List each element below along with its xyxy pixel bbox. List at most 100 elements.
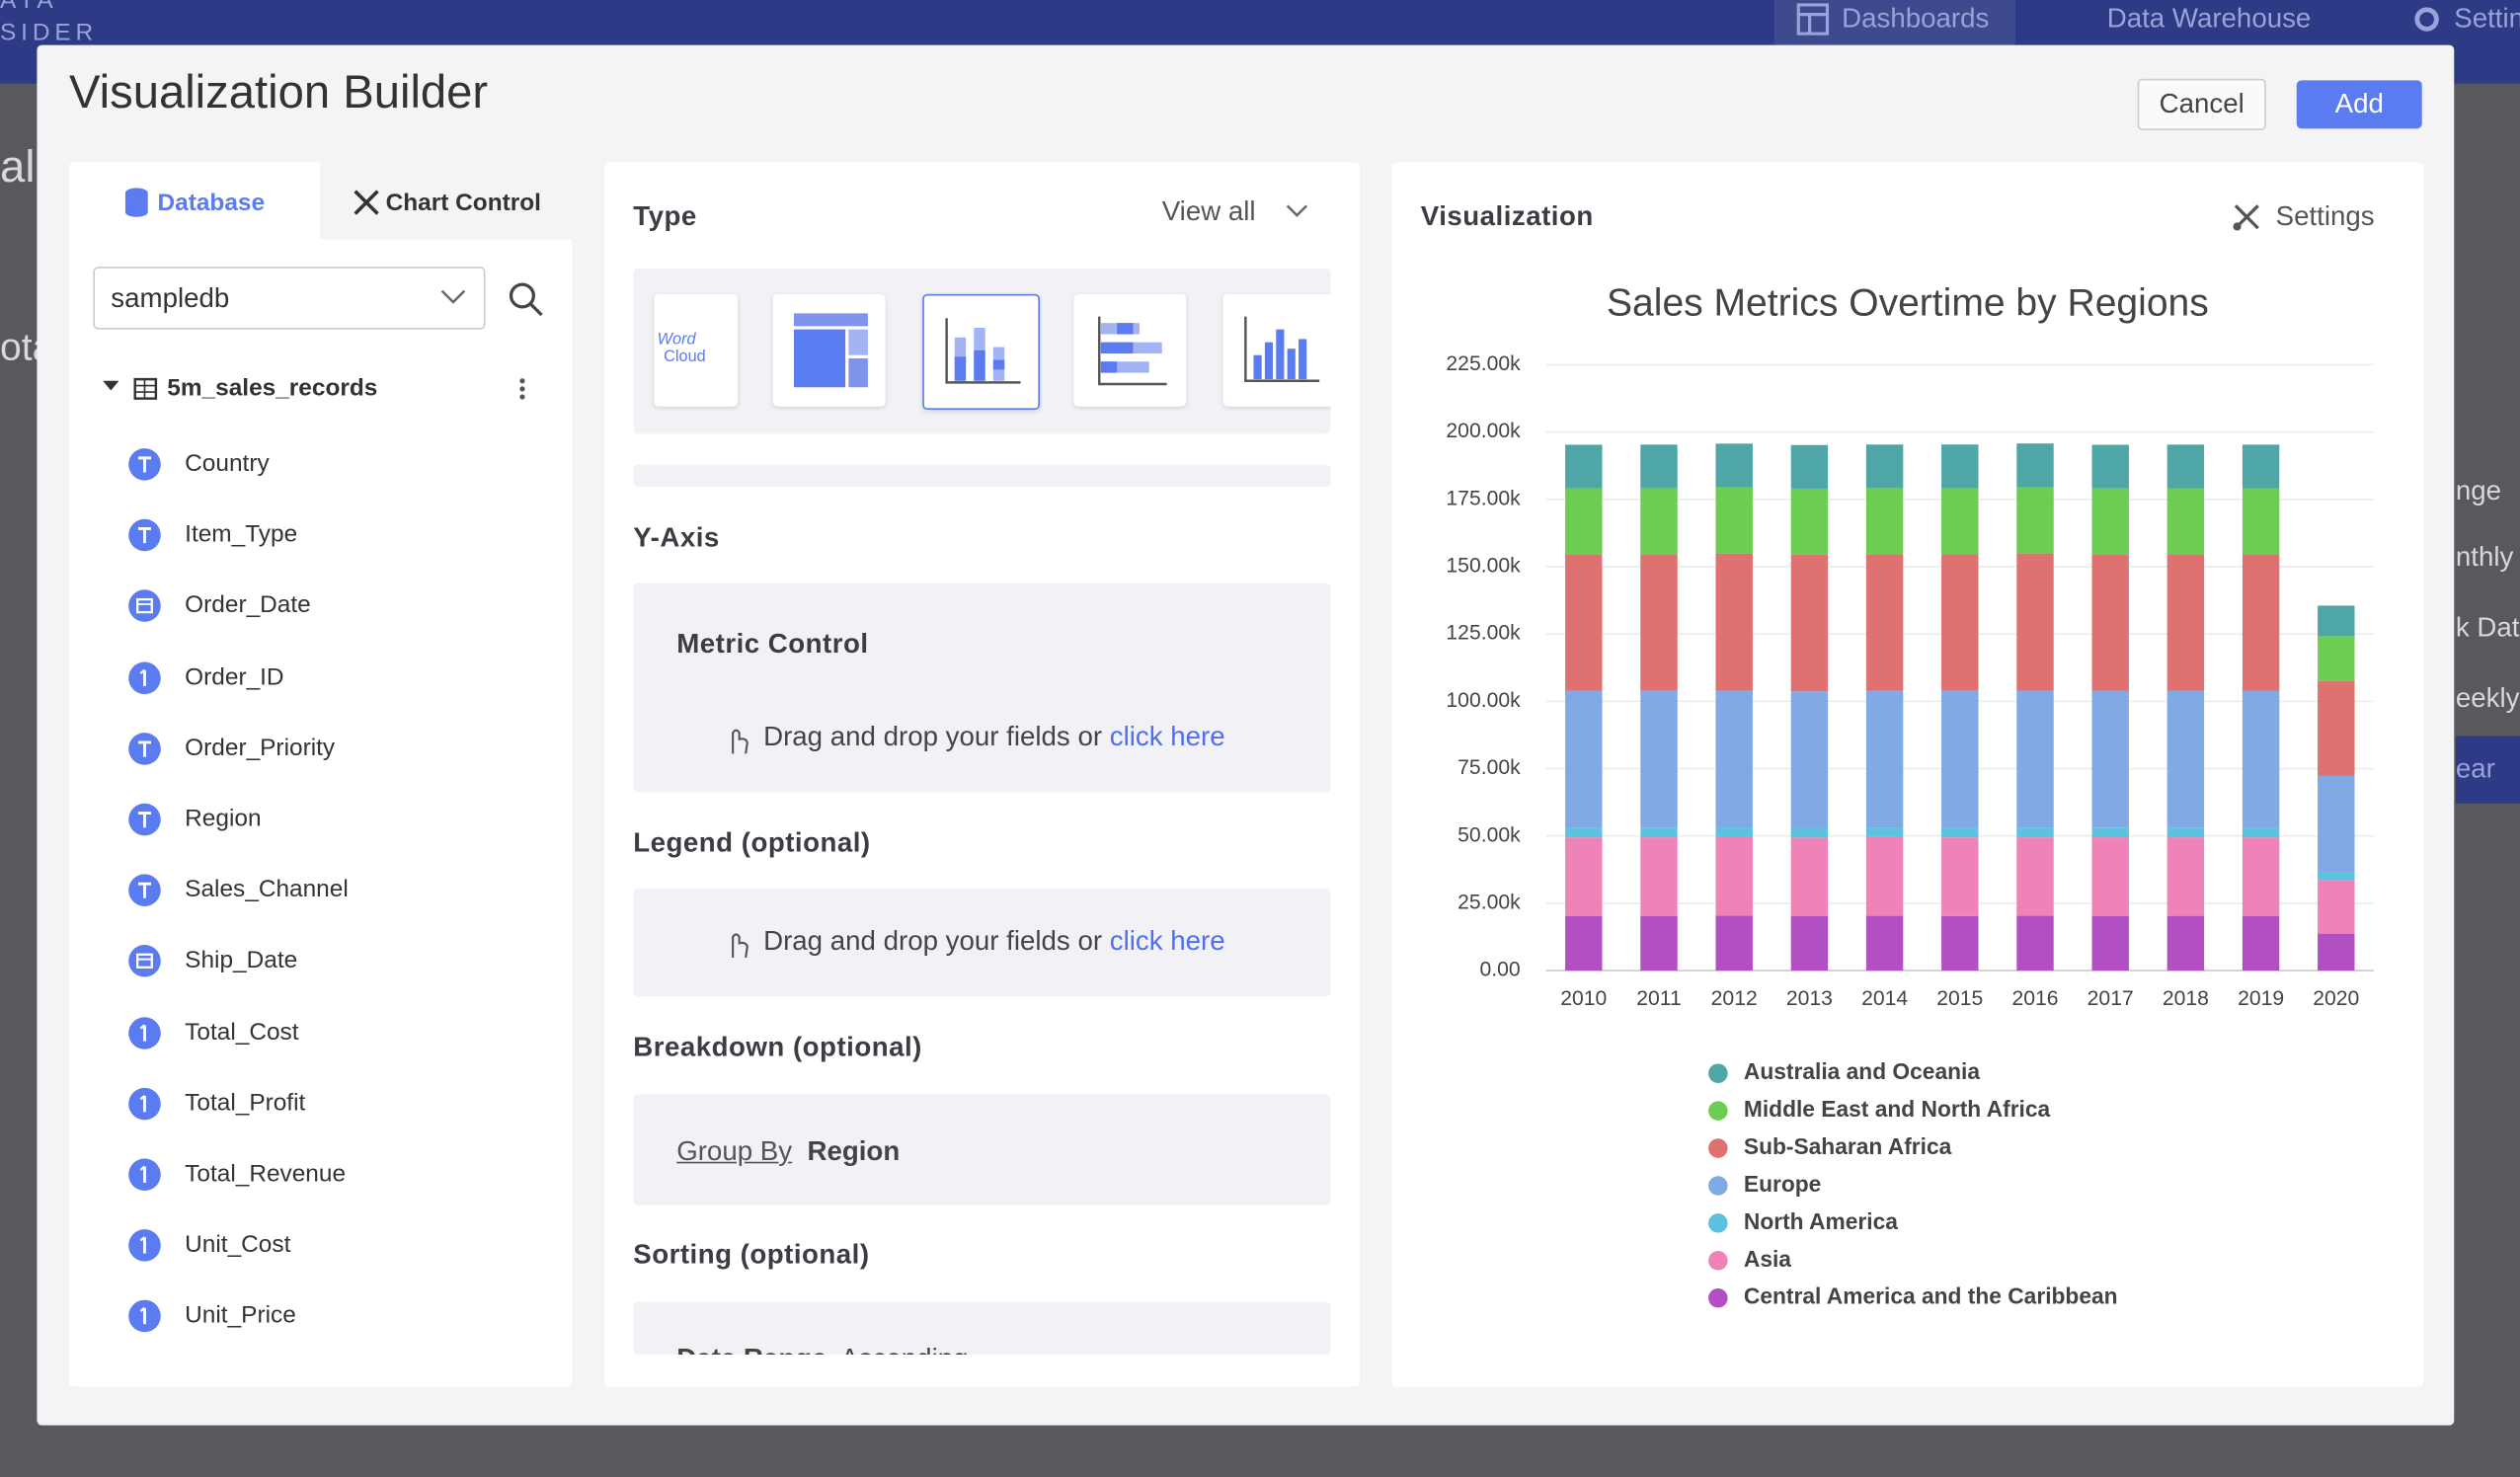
nav-item[interactable]: Dashboards bbox=[1842, 3, 1989, 36]
brand: ATA bbox=[0, 0, 58, 15]
click-here[interactable]: click here bbox=[1110, 722, 1225, 752]
field-name[interactable]: Total_Profit bbox=[185, 1089, 305, 1117]
y-tick-label: 0.00 bbox=[1480, 959, 1521, 981]
type-gallery: Word Cloud bbox=[633, 269, 1330, 434]
field-name[interactable]: Order_ID bbox=[185, 663, 283, 691]
field-name[interactable]: Total_Cost bbox=[185, 1018, 298, 1046]
drop-zone[interactable]: Metric Control Drag and drop your fields… bbox=[633, 583, 1330, 793]
section-title: Type bbox=[633, 200, 696, 233]
bg-fragment: eekly bbox=[2456, 683, 2520, 716]
legend-label[interactable]: Asia bbox=[1744, 1246, 1791, 1272]
gear-icon bbox=[2410, 3, 2443, 36]
field-name[interactable]: Ship_Date bbox=[185, 947, 297, 974]
view-all[interactable]: View all bbox=[1162, 196, 1256, 229]
group-by-value: Region bbox=[807, 1136, 900, 1167]
field-icon bbox=[127, 944, 163, 979]
hint-text: Drag and drop your fields or bbox=[763, 925, 1102, 956]
bg-fragment: nthly bbox=[2456, 541, 2513, 574]
section-title: Y-Axis bbox=[633, 522, 720, 555]
type-thumb[interactable] bbox=[773, 294, 886, 407]
treemap-icon bbox=[773, 294, 886, 407]
type-thumb[interactable]: Word Cloud bbox=[654, 294, 738, 407]
bar-segment bbox=[1866, 827, 1903, 837]
bar-segment bbox=[2091, 837, 2128, 916]
modal: Visualization Builder Cancel Add Databas… bbox=[37, 45, 2454, 1426]
field-name[interactable]: Unit_Cost bbox=[185, 1231, 290, 1259]
click-here[interactable]: click here bbox=[1110, 925, 1225, 956]
scrollbar[interactable] bbox=[633, 464, 1330, 487]
sorting-box[interactable]: Date Range Ascending bbox=[633, 1301, 1330, 1355]
legend-swatch bbox=[1708, 1213, 1728, 1233]
x-tick-label: 2017 bbox=[2087, 987, 2134, 1010]
bar-segment bbox=[1866, 554, 1903, 690]
field-icon bbox=[127, 802, 163, 837]
bar-segment bbox=[2016, 916, 2053, 971]
legend-label[interactable]: Europe bbox=[1744, 1171, 1821, 1197]
field-name[interactable]: Country bbox=[185, 450, 269, 478]
field-name[interactable]: Region bbox=[185, 805, 261, 832]
field-name[interactable]: Total_Revenue bbox=[185, 1160, 346, 1188]
bar-segment bbox=[2243, 691, 2279, 827]
icon-part bbox=[128, 946, 161, 978]
x-tick-label: 2015 bbox=[1936, 987, 1983, 1010]
legend-label[interactable]: North America bbox=[1744, 1208, 1898, 1234]
x-tick-label: 2016 bbox=[2011, 987, 2058, 1010]
y-tick-label: 25.00k bbox=[1457, 891, 1521, 913]
group-by-label[interactable]: Group By bbox=[676, 1136, 792, 1167]
bar-segment bbox=[1715, 827, 1752, 837]
type-thumb[interactable] bbox=[1223, 294, 1331, 407]
add-button[interactable]: Add bbox=[2297, 80, 2422, 128]
legend-label[interactable]: Central America and the Caribbean bbox=[1744, 1283, 2118, 1309]
legend-label[interactable]: Australia and Oceania bbox=[1744, 1058, 1980, 1084]
nav-item[interactable]: Data Warehouse bbox=[2107, 3, 2312, 36]
type-thumb-selected[interactable] bbox=[922, 294, 1040, 410]
bg-fragment: al bbox=[0, 141, 35, 193]
bar-segment bbox=[2243, 837, 2279, 915]
bar-segment bbox=[1866, 837, 1903, 916]
bg-fragment: k Date bbox=[2456, 612, 2520, 645]
bar-segment bbox=[1866, 691, 1903, 828]
nav-item[interactable]: Settin bbox=[2454, 3, 2520, 36]
bar-segment bbox=[1565, 827, 1602, 837]
x-tick-label: 2014 bbox=[1861, 987, 1908, 1010]
y-tick-label: 175.00k bbox=[1446, 487, 1521, 509]
bar-segment bbox=[2167, 916, 2204, 971]
x-tick-label: 2011 bbox=[1636, 987, 1681, 1010]
y-tick-label: 75.00k bbox=[1457, 756, 1521, 779]
nav-icon bbox=[1797, 3, 1830, 36]
stacked-icon bbox=[924, 295, 1037, 408]
x-tick-label: 2018 bbox=[2163, 987, 2209, 1010]
sorting: Date Range Ascending bbox=[676, 1344, 968, 1355]
field-icon bbox=[127, 1086, 163, 1122]
x-tick-label: 2013 bbox=[1786, 987, 1833, 1010]
field-name[interactable]: Order_Priority bbox=[185, 734, 335, 761]
field-icon bbox=[127, 1015, 163, 1050]
cancel-button[interactable]: Cancel bbox=[2138, 79, 2266, 130]
y-tick-label: 100.00k bbox=[1446, 689, 1521, 712]
y-tick-label: 125.00k bbox=[1446, 622, 1521, 645]
chart: Sales Metrics Overtime by Regions 0.0025… bbox=[1391, 162, 2423, 1386]
bar-segment bbox=[1565, 554, 1602, 691]
legend-label[interactable]: Sub-Saharan Africa bbox=[1744, 1133, 1952, 1159]
field-name[interactable]: Order_Date bbox=[185, 592, 311, 620]
bar-segment bbox=[2091, 489, 2128, 555]
bar-segment bbox=[1941, 691, 1978, 828]
x-tick-label: 2012 bbox=[1711, 987, 1758, 1010]
field-name[interactable]: Unit_Price bbox=[185, 1302, 296, 1330]
legend-label[interactable]: Middle East and North Africa bbox=[1744, 1096, 2051, 1122]
legend-swatch bbox=[1708, 1251, 1728, 1271]
bar-segment bbox=[2318, 605, 2354, 636]
bar-segment bbox=[1791, 691, 1828, 827]
type-thumb[interactable] bbox=[1073, 294, 1186, 407]
drop-zone[interactable]: Drag and drop your fields or click here bbox=[633, 889, 1330, 996]
field-icon bbox=[127, 660, 163, 695]
bar-segment bbox=[2016, 488, 2053, 554]
bar-segment bbox=[2016, 691, 2053, 828]
bar-segment bbox=[1715, 443, 1752, 487]
field-name[interactable]: Sales_Channel bbox=[185, 876, 349, 903]
field-name[interactable]: Item_Type bbox=[185, 521, 297, 549]
y-tick-label: 50.00k bbox=[1457, 823, 1521, 846]
breakdown-box[interactable]: Group By Region bbox=[633, 1094, 1330, 1205]
bar-segment bbox=[2167, 837, 2204, 916]
